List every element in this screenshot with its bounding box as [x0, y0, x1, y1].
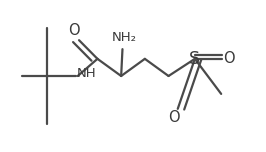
Text: O: O: [68, 23, 80, 38]
Text: NH₂: NH₂: [111, 31, 136, 44]
Text: O: O: [223, 51, 235, 66]
Text: NH: NH: [76, 67, 96, 80]
Text: O: O: [168, 110, 180, 124]
Text: S: S: [189, 50, 200, 68]
